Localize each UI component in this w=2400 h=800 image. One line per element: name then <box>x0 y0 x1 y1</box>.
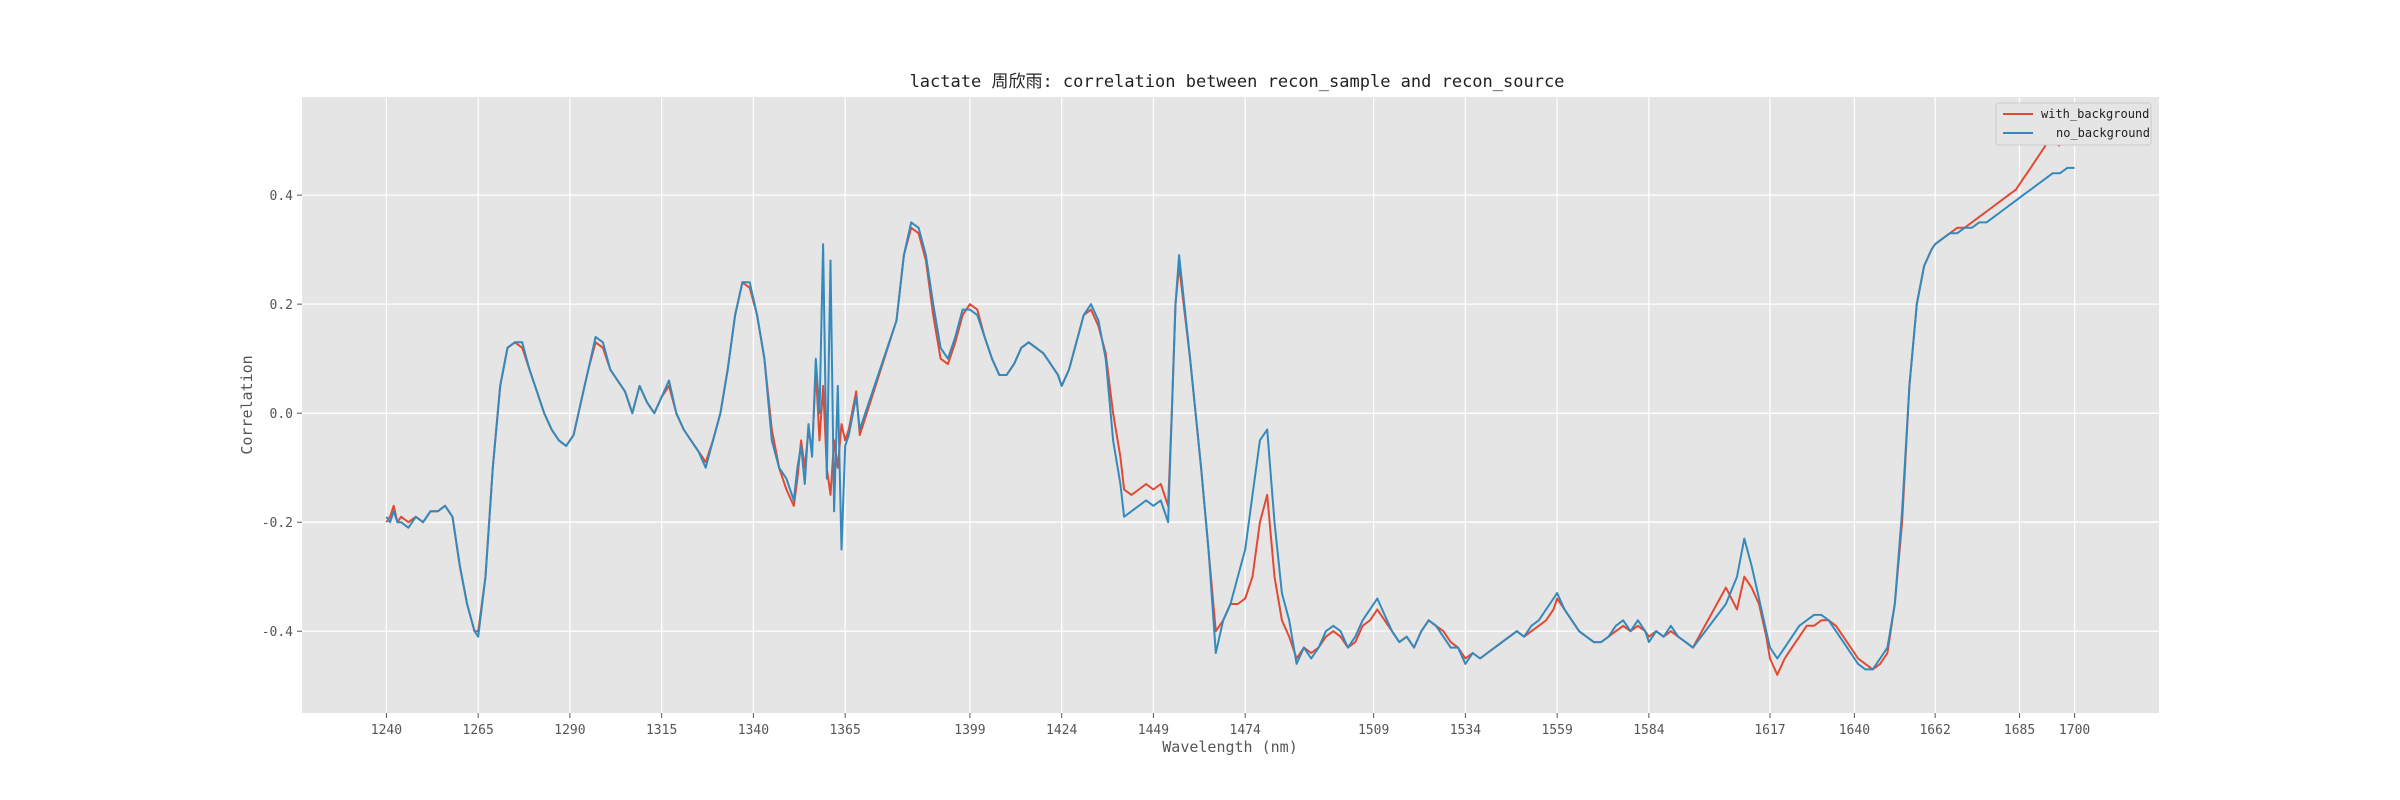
series-line-no-background <box>385 166 2075 671</box>
y-tick-label: 0.2 <box>270 298 293 313</box>
x-tick-label: 1265 <box>463 723 494 738</box>
x-tick-label: 1449 <box>1138 723 1169 738</box>
x-tick-label: 1365 <box>829 723 860 738</box>
x-tick-label: 1424 <box>1046 723 1077 738</box>
x-tick-label: 1509 <box>1358 723 1389 738</box>
x-tick-label: 1534 <box>1450 723 1481 738</box>
x-tick-label: 1559 <box>1541 723 1572 738</box>
x-tick-label: 1240 <box>371 723 402 738</box>
x-axis-label: Wavelength (nm) <box>1162 738 1297 756</box>
x-axis-ticks: 1240 1265 1290 1315 1340 1365 1399 1424 1449 1474… <box>371 713 2090 738</box>
y-tick-label: -0.2 <box>262 516 293 531</box>
y-tick-label: 0.0 <box>270 407 293 422</box>
x-tick-label: 1640 <box>1839 723 1870 738</box>
legend-box <box>1995 102 2152 146</box>
y-tick-label: 0.4 <box>270 189 294 204</box>
x-tick-label: 1584 <box>1633 723 1664 738</box>
y-axis-ticks: 0.4 0.2 0.0 -0.2 -0.4 <box>262 189 302 640</box>
series-lines <box>385 134 2075 676</box>
x-tick-label: 1315 <box>646 723 677 738</box>
grid-lines <box>302 97 2159 713</box>
legend: with_background no_background <box>1995 102 2152 146</box>
x-tick-label: 1290 <box>554 723 585 738</box>
chart-title: lactate 周欣雨: correlation between recon_s… <box>910 72 1565 92</box>
x-tick-label: 1399 <box>954 723 985 738</box>
x-tick-label: 1617 <box>1754 723 1785 738</box>
x-tick-label: 1474 <box>1230 723 1261 738</box>
x-tick-label: 1685 <box>2004 723 2035 738</box>
x-tick-label: 1700 <box>2059 723 2090 738</box>
x-tick-label: 1340 <box>738 723 769 738</box>
plot-background <box>302 97 2159 713</box>
legend-label-with-background: with_background <box>2041 107 2149 121</box>
y-tick-label: -0.4 <box>262 625 293 640</box>
legend-label-no-background: no_background <box>2056 126 2150 140</box>
y-axis-label: Correlation <box>238 355 256 454</box>
x-tick-label: 1662 <box>1919 723 1950 738</box>
